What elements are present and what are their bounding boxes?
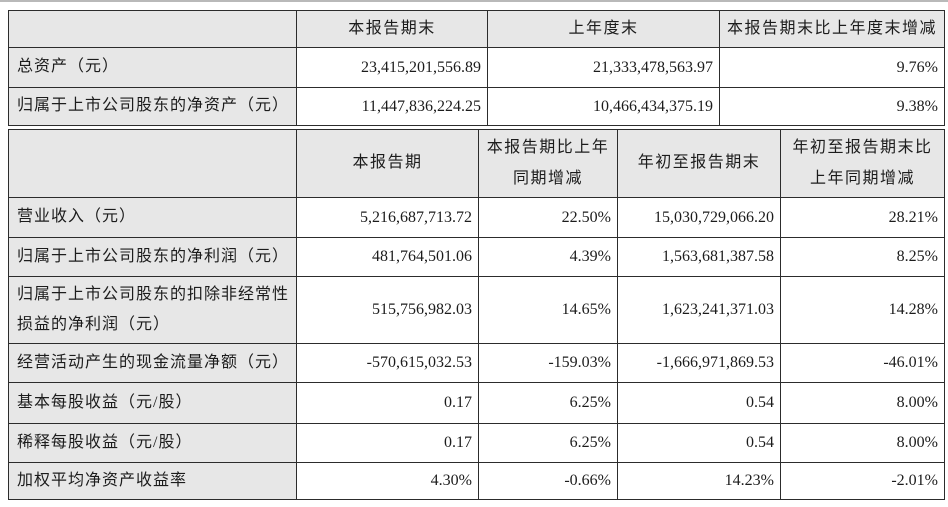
table-row-net-profit: 归属于上市公司股东的净利润（元） 481,764,501.06 4.39% 1,… (8, 237, 945, 277)
value-cell: 0.17 (296, 382, 479, 424)
value-cell: 515,756,982.03 (296, 276, 479, 344)
value-cell: 6.25% (478, 382, 618, 424)
value-cell: 9.38% (719, 87, 945, 126)
value-cell: 9.76% (719, 47, 945, 88)
value-cell: 4.30% (296, 462, 479, 500)
value-cell: 1,563,681,387.58 (617, 237, 781, 277)
reporting-period-summary-table: 本报告期 本报告期比上年 同期增减 年初至报告期末 年初至报告期末比 上年同期增… (8, 129, 945, 500)
table-row-weighted-avg-roe: 加权平均净资产收益率 4.30% -0.66% 14.23% -2.01% (8, 462, 945, 500)
table2-header-row: 本报告期 本报告期比上年 同期增减 年初至报告期末 年初至报告期末比 上年同期增… (8, 129, 945, 198)
value-cell: 8.25% (780, 237, 945, 277)
value-cell: -0.66% (478, 462, 618, 500)
value-cell: 0.54 (617, 423, 781, 463)
table-row-operating-revenue: 营业收入（元） 5,216,687,713.72 22.50% 15,030,7… (8, 197, 945, 238)
image-top-edge-line (0, 0, 948, 2)
value-cell: 1,623,241,371.03 (617, 276, 781, 344)
value-cell: 6.25% (478, 423, 618, 463)
row-label: 稀释每股收益（元/股） (8, 423, 297, 463)
value-cell: 21,333,478,563.97 (487, 47, 720, 88)
value-cell: 4.39% (478, 237, 618, 277)
value-cell: -1,666,971,869.53 (617, 343, 781, 383)
table-row-total-assets: 总资产（元） 23,415,201,556.89 21,333,478,563.… (8, 47, 945, 88)
value-cell: 10,466,434,375.19 (487, 87, 720, 126)
table-row-net-assets: 归属于上市公司股东的净资产（元） 11,447,836,224.25 10,46… (8, 87, 945, 126)
row-label: 归属于上市公司股东的扣除非经常性损益的净利润（元） (8, 276, 297, 344)
value-cell: 481,764,501.06 (296, 237, 479, 277)
value-cell: -46.01% (780, 343, 945, 383)
value-cell: 8.00% (780, 423, 945, 463)
col-header-change-vs-prior-year-end: 本报告期末比上年度末增减 (719, 10, 945, 48)
value-cell: 8.00% (780, 382, 945, 424)
table-row-net-profit-excl-nonrecurring: 归属于上市公司股东的扣除非经常性损益的净利润（元） 515,756,982.03… (8, 276, 945, 344)
col-header-change-vs-prior-year-period: 本报告期比上年 同期增减 (478, 129, 618, 198)
value-cell: -570,615,032.53 (296, 343, 479, 383)
value-cell: -2.01% (780, 462, 945, 500)
period-end-summary-table: 本报告期末 上年度末 本报告期末比上年度末增减 总资产（元） 23,415,20… (8, 10, 945, 126)
value-cell: 22.50% (478, 197, 618, 238)
key-financials-tables: 本报告期末 上年度末 本报告期末比上年度末增减 总资产（元） 23,415,20… (8, 10, 945, 500)
value-cell: 0.54 (617, 382, 781, 424)
table-row-basic-eps: 基本每股收益（元/股） 0.17 6.25% 0.54 8.00% (8, 382, 945, 424)
table-row-diluted-eps: 稀释每股收益（元/股） 0.17 6.25% 0.54 8.00% (8, 423, 945, 463)
value-cell: 14.23% (617, 462, 781, 500)
col-header-year-to-date: 年初至报告期末 (617, 129, 781, 198)
row-label: 归属于上市公司股东的净利润（元） (8, 237, 297, 277)
table1-header-row: 本报告期末 上年度末 本报告期末比上年度末增减 (8, 10, 945, 48)
row-label: 归属于上市公司股东的净资产（元） (8, 87, 297, 126)
value-cell: 11,447,836,224.25 (296, 87, 488, 126)
col-header-prior-year-end: 上年度末 (487, 10, 720, 48)
value-cell: 23,415,201,556.89 (296, 47, 488, 88)
value-cell: -159.03% (478, 343, 618, 383)
value-cell: 28.21% (780, 197, 945, 238)
row-label: 基本每股收益（元/股） (8, 382, 297, 424)
row-label: 经营活动产生的现金流量净额（元） (8, 343, 297, 383)
value-cell: 5,216,687,713.72 (296, 197, 479, 238)
col-header-current-period-end: 本报告期末 (296, 10, 488, 48)
row-label: 加权平均净资产收益率 (8, 462, 297, 500)
col-header-current-period: 本报告期 (296, 129, 479, 198)
value-cell: 15,030,729,066.20 (617, 197, 781, 238)
value-cell: 14.65% (478, 276, 618, 344)
table1-corner-cell (8, 10, 297, 48)
table2-corner-cell (8, 129, 297, 198)
col-header-ytd-change-vs-prior-year: 年初至报告期末比 上年同期增减 (780, 129, 945, 198)
row-label: 营业收入（元） (8, 197, 297, 238)
value-cell: 0.17 (296, 423, 479, 463)
table-row-operating-cash-flow: 经营活动产生的现金流量净额（元） -570,615,032.53 -159.03… (8, 343, 945, 383)
row-label: 总资产（元） (8, 47, 297, 88)
value-cell: 14.28% (780, 276, 945, 344)
